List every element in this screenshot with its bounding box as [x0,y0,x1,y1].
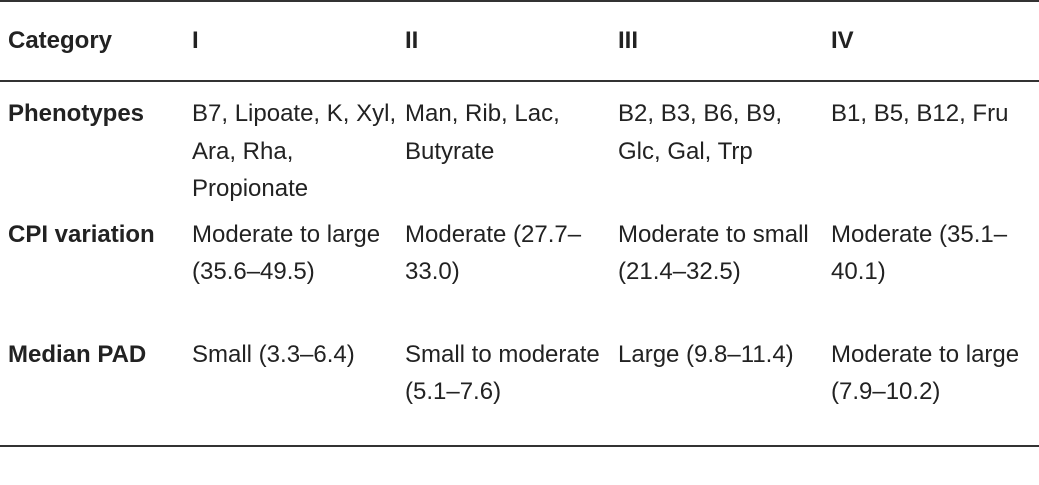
cell-phenotypes-iii: B2, B3, B6, B9, Glc, Gal, Trp [618,100,783,165]
cell-cpi-variation-ii: Moderate (27.7–33.0) [405,220,582,286]
cell-median-pad-i: Small (3.3–6.4) [186,332,399,447]
cell-phenotypes-ii: Man, Rib, Lac, Butyrate [405,100,560,165]
cell-cpi-variation-iv: Moderate (35.1–40.1) [831,220,1008,286]
cell-phenotypes-iv: B1, B5, B12, Fru [831,100,1009,127]
header-category: Category [0,0,186,82]
cell-phenotypes-i: B7, Lipoate, K, Xyl, Ara, Rha, Propionat… [192,100,397,202]
header-category-iii: III [612,0,825,82]
header-category-ii: II [399,0,612,82]
cell-median-pad-ii: Small to moderate (5.1–7.6) [399,332,612,447]
table-header-row: Category I II III IV [0,0,1039,82]
cell-median-pad-iv: Moderate to large (7.9–10.2) [825,332,1039,447]
header-category-i: I [186,0,399,82]
row-label-cpi-variation: CPI variation [8,220,155,248]
row-label-median-pad: Median PAD [0,332,186,447]
cell-cpi-variation-iii: Moderate to small (21.4–32.5) [618,220,809,286]
table-row-median-pad: Median PAD Small (3.3–6.4) Small to mode… [0,332,1039,447]
table-row-phenotypes: Phenotypes B7, Lipoate, K, Xyl, Ara, Rha… [0,81,1039,208]
cell-cpi-variation-i: Moderate to large (35.6–49.5) [192,220,381,286]
category-table: Category I II III IV Phenotypes B7, Lipo… [0,0,1039,447]
cell-median-pad-iii: Large (9.8–11.4) [612,332,825,447]
row-label-phenotypes: Phenotypes [8,100,145,127]
table-row-cpi-variation: CPI variation Moderate to large (35.6–49… [0,208,1039,333]
header-category-iv: IV [825,0,1039,82]
